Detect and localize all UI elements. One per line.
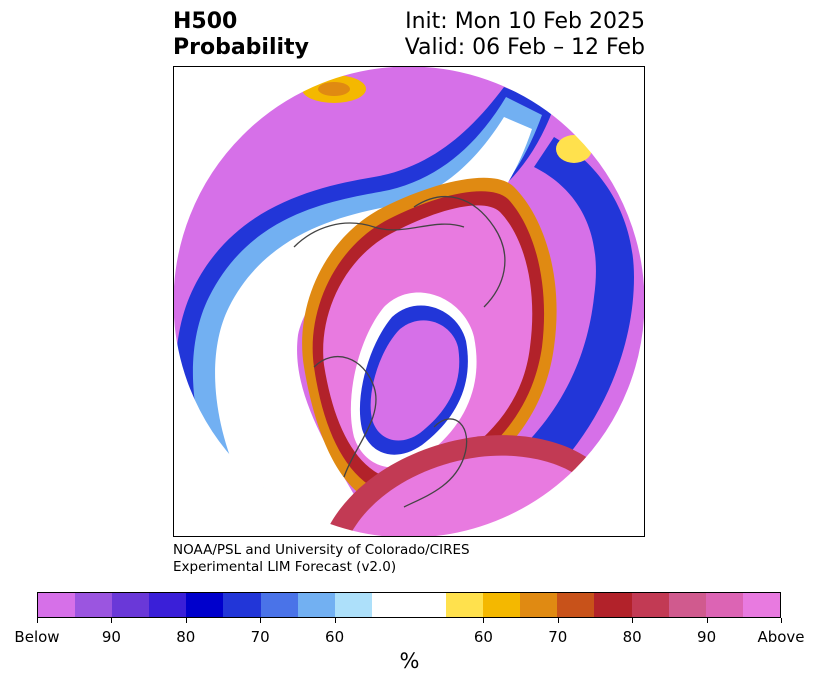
colorbar-swatch [408, 593, 447, 617]
colorbar-tick-label: 80 [622, 628, 642, 646]
warm-spot-east [556, 135, 592, 163]
colorbar-tick-mark [483, 618, 485, 623]
credit-line-2: Experimental LIM Forecast (v2.0) [173, 559, 397, 575]
colorbar-swatch [334, 593, 372, 617]
warm-spot-north-core [318, 82, 350, 96]
colorbar-swatch [223, 593, 261, 617]
colorbar-swatch [186, 593, 224, 617]
title-right: Init: Mon 10 Feb 2025 Valid: 06 Feb – 12… [405, 9, 645, 61]
colorbar-swatch [594, 593, 632, 617]
coastline-4 [403, 418, 468, 508]
map-svg [174, 67, 644, 536]
colorbar-swatch [668, 593, 706, 617]
coastline-2 [313, 356, 377, 478]
credit: NOAA/PSL and University of Colorado/CIRE… [173, 542, 470, 576]
colorbar-tick-mark [632, 618, 634, 623]
field-type: Probability [173, 35, 309, 60]
colorbar-tick-label: 90 [697, 628, 717, 646]
coastline-1 [293, 222, 465, 248]
colorbar-swatch [705, 593, 743, 617]
colorbar-units: % [399, 649, 420, 673]
colorbar-swatch [75, 593, 113, 617]
colorbar-tick-mark [37, 618, 38, 623]
blue-band-east [474, 137, 634, 507]
colorbar-tick-mark [185, 618, 187, 623]
colorbar-swatch [149, 593, 187, 617]
field-name: H500 [173, 9, 238, 34]
colorbar-swatch [520, 593, 558, 617]
colorbar-tick-mark [111, 618, 113, 623]
colorbar-swatch [631, 593, 669, 617]
colorbar-tick-label: 90 [101, 628, 121, 646]
trough-core [370, 320, 460, 441]
colorbar-tick-mark [260, 618, 262, 623]
credit-line-1: NOAA/PSL and University of Colorado/CIRE… [173, 542, 470, 558]
colorbar-tick-label: 80 [176, 628, 196, 646]
colorbar-tick-label: 70 [548, 628, 568, 646]
init-date: Init: Mon 10 Feb 2025 [405, 9, 645, 34]
colorbar-tick-label: 60 [473, 628, 493, 646]
colorbar-tick-label: 60 [325, 628, 345, 646]
colorbar-tick-label: Above [757, 628, 805, 646]
colorbar-swatch [371, 593, 409, 617]
probability-map [173, 66, 645, 537]
colorbar-swatch [297, 593, 335, 617]
colorbar-tick-mark [557, 618, 559, 623]
colorbar-swatch [112, 593, 150, 617]
title-left: H500 Probability [173, 9, 309, 61]
colorbar-swatch [557, 593, 595, 617]
colorbar-swatch [446, 593, 484, 617]
colorbar-swatch [260, 593, 298, 617]
colorbar-tick-mark [706, 618, 708, 623]
colorbar-tick-mark [781, 618, 782, 623]
colorbar-tick-label: Below [14, 628, 60, 646]
coastline-3 [413, 195, 506, 308]
colorbar-swatch [483, 593, 521, 617]
colorbar-swatch [742, 593, 780, 617]
colorbar-tick-mark [334, 618, 336, 623]
colorbar [37, 592, 781, 618]
colorbar-tick-label: 70 [250, 628, 270, 646]
colorbar-swatch [38, 593, 76, 617]
valid-range: Valid: 06 Feb – 12 Feb [404, 35, 645, 60]
